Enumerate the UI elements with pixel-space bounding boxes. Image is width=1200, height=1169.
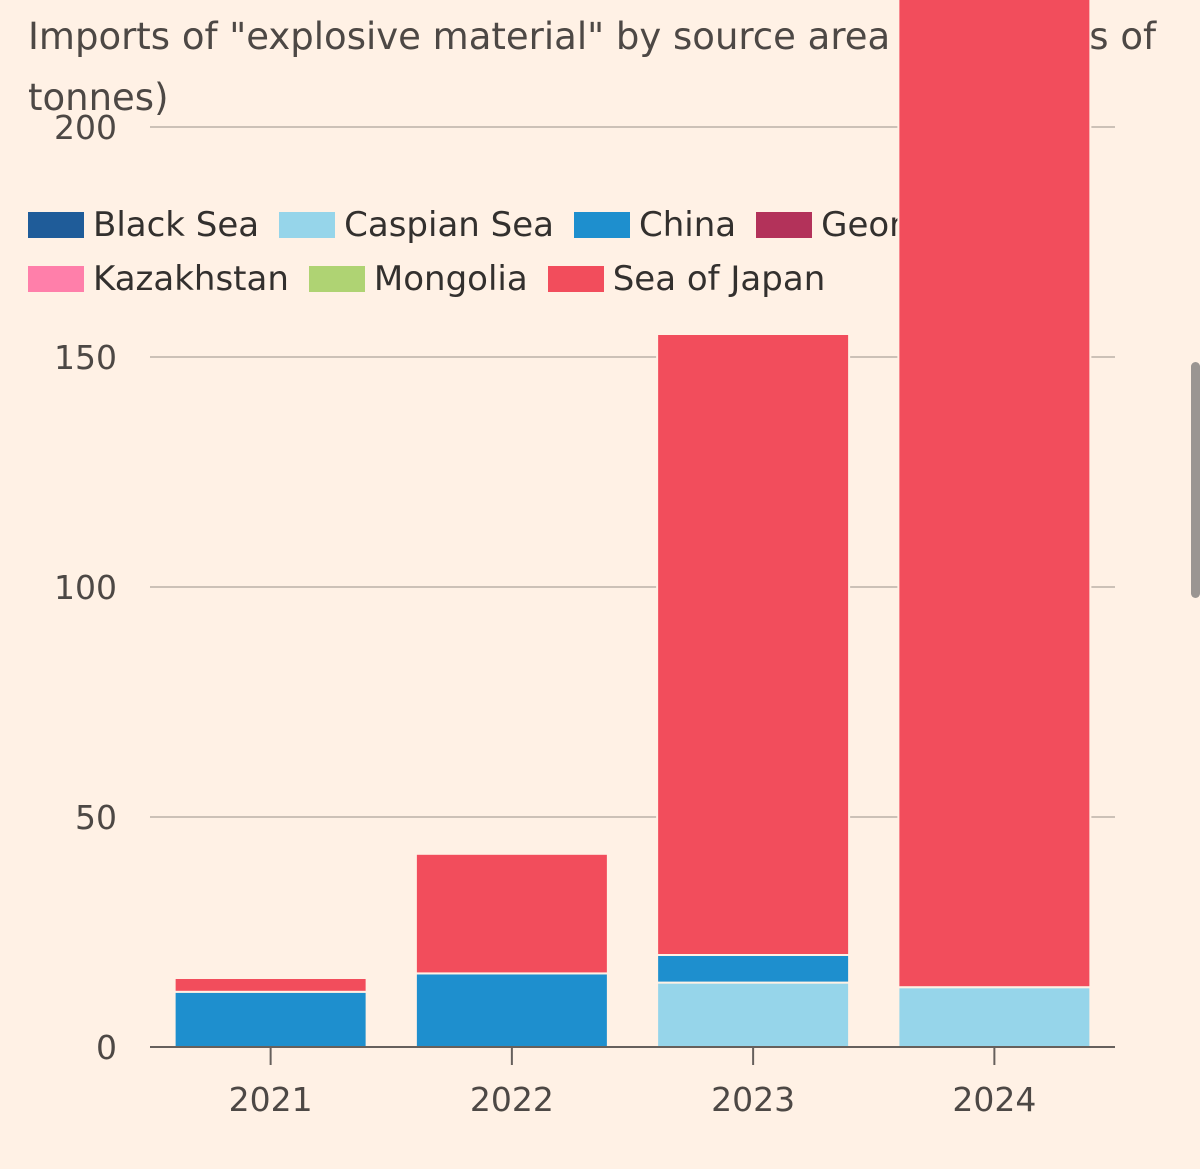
legend-swatch	[547, 266, 604, 292]
y-tick-label: 150	[54, 338, 117, 377]
legend-label: Kazakhstan	[93, 259, 289, 299]
legend-swatch	[28, 212, 84, 238]
legend-swatch	[308, 266, 365, 292]
x-tick-label: 2021	[229, 1080, 313, 1119]
bar-segment	[173, 990, 368, 1048]
y-tick-label: 200	[54, 108, 117, 147]
x-tick-label: 2024	[952, 1080, 1036, 1119]
bar-segment	[414, 852, 609, 975]
x-tick-label: 2022	[470, 1080, 554, 1119]
legend-swatch	[756, 212, 813, 238]
bar-segment	[897, 0, 1092, 989]
legend-swatch	[28, 266, 84, 292]
legend-swatch	[279, 212, 336, 238]
legend-item: China	[573, 204, 737, 246]
y-tick-label: 100	[54, 568, 117, 607]
legend-item: Kazakhstan	[28, 258, 289, 300]
legend-label: China	[638, 205, 737, 245]
bar-segment	[897, 986, 1092, 1049]
bar-segment	[414, 972, 609, 1049]
legend-label: Mongolia	[373, 259, 528, 299]
legend-item: Sea of Japan	[547, 258, 826, 300]
bar-segment	[173, 977, 368, 993]
legend-item: Caspian Sea	[279, 204, 554, 246]
chart-legend: Black Sea Caspian Sea China Georgia Kazakhst…	[28, 204, 1148, 300]
y-tick-label: 0	[96, 1028, 117, 1067]
bar-segment	[656, 954, 851, 984]
bar-segment	[656, 333, 851, 956]
scrollbar-thumb[interactable]	[1191, 362, 1200, 598]
legend-item: Mongolia	[308, 258, 528, 300]
y-tick-label: 50	[75, 798, 117, 837]
legend-item: Black Sea	[28, 204, 259, 246]
bar-segment	[656, 981, 851, 1048]
legend-swatch	[573, 212, 630, 238]
legend-label: Caspian Sea	[344, 205, 554, 245]
legend-label: Sea of Japan	[612, 259, 826, 299]
legend-label: Black Sea	[93, 205, 260, 245]
x-tick-label: 2023	[711, 1080, 795, 1119]
